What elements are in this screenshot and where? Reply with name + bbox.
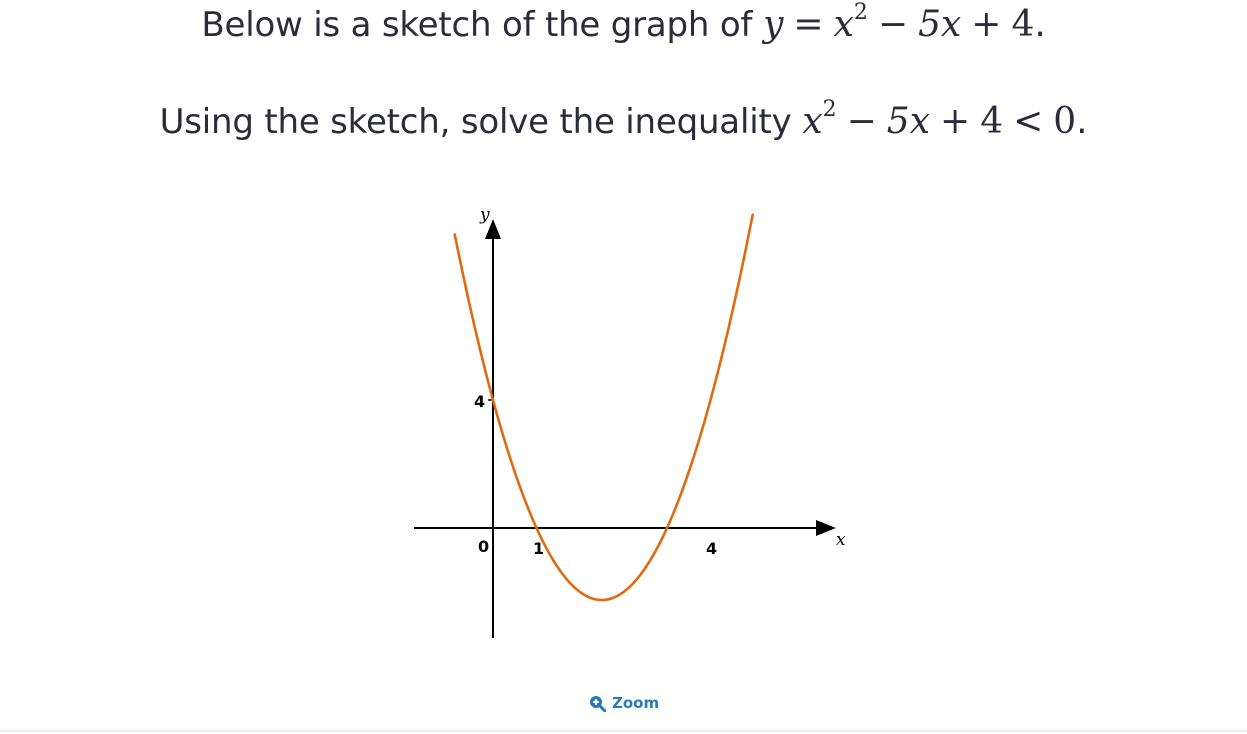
inequality-display: x2−5x +4 <0. (802, 99, 1088, 143)
math-period: . (1076, 101, 1088, 142)
math-exponent: 2 (853, 0, 868, 25)
math-zero: 0 (1053, 101, 1077, 142)
math-x: x (833, 4, 854, 45)
math-minus: − (877, 4, 909, 45)
math-less-than: < (1013, 101, 1044, 142)
zoom-in-icon (590, 695, 606, 712)
x-axis-label: x (836, 530, 846, 550)
question-line-1: Below is a sketch of the graph of y = x2−5… (0, 2, 1247, 46)
question-text-2: Using the sketch, solve the inequality (159, 102, 792, 142)
equation-display: y = x2−5x +4. (763, 2, 1046, 46)
math-y: y (763, 4, 784, 45)
x-tick-label-4: 4 (706, 539, 717, 558)
parabola-curve (453, 213, 754, 602)
math-minus: − (846, 101, 877, 142)
math-x: x (802, 101, 823, 142)
math-constant: 4 (1011, 4, 1035, 45)
parabola-graph: x y 0 1 4 4 (414, 205, 846, 638)
y-tick-label-4: 4 (474, 392, 485, 411)
math-term: 5x (918, 4, 962, 45)
question-line-2: Using the sketch, solve the inequality x… (0, 99, 1247, 143)
zoom-label: Zoom (612, 694, 660, 712)
question-text-1: Below is a sketch of the graph of (201, 5, 753, 45)
math-period: . (1034, 4, 1046, 45)
math-exponent: 2 (822, 97, 837, 122)
math-constant: 4 (980, 101, 1004, 142)
y-axis-label: y (479, 205, 490, 225)
math-plus: + (971, 4, 1002, 45)
zoom-button[interactable]: Zoom (589, 694, 659, 712)
origin-label: 0 (478, 537, 489, 556)
math-equals: = (793, 4, 824, 45)
math-term: 5x (886, 101, 931, 142)
math-plus: + (940, 101, 971, 142)
divider (0, 730, 1247, 732)
x-tick-label-1: 1 (533, 539, 544, 558)
